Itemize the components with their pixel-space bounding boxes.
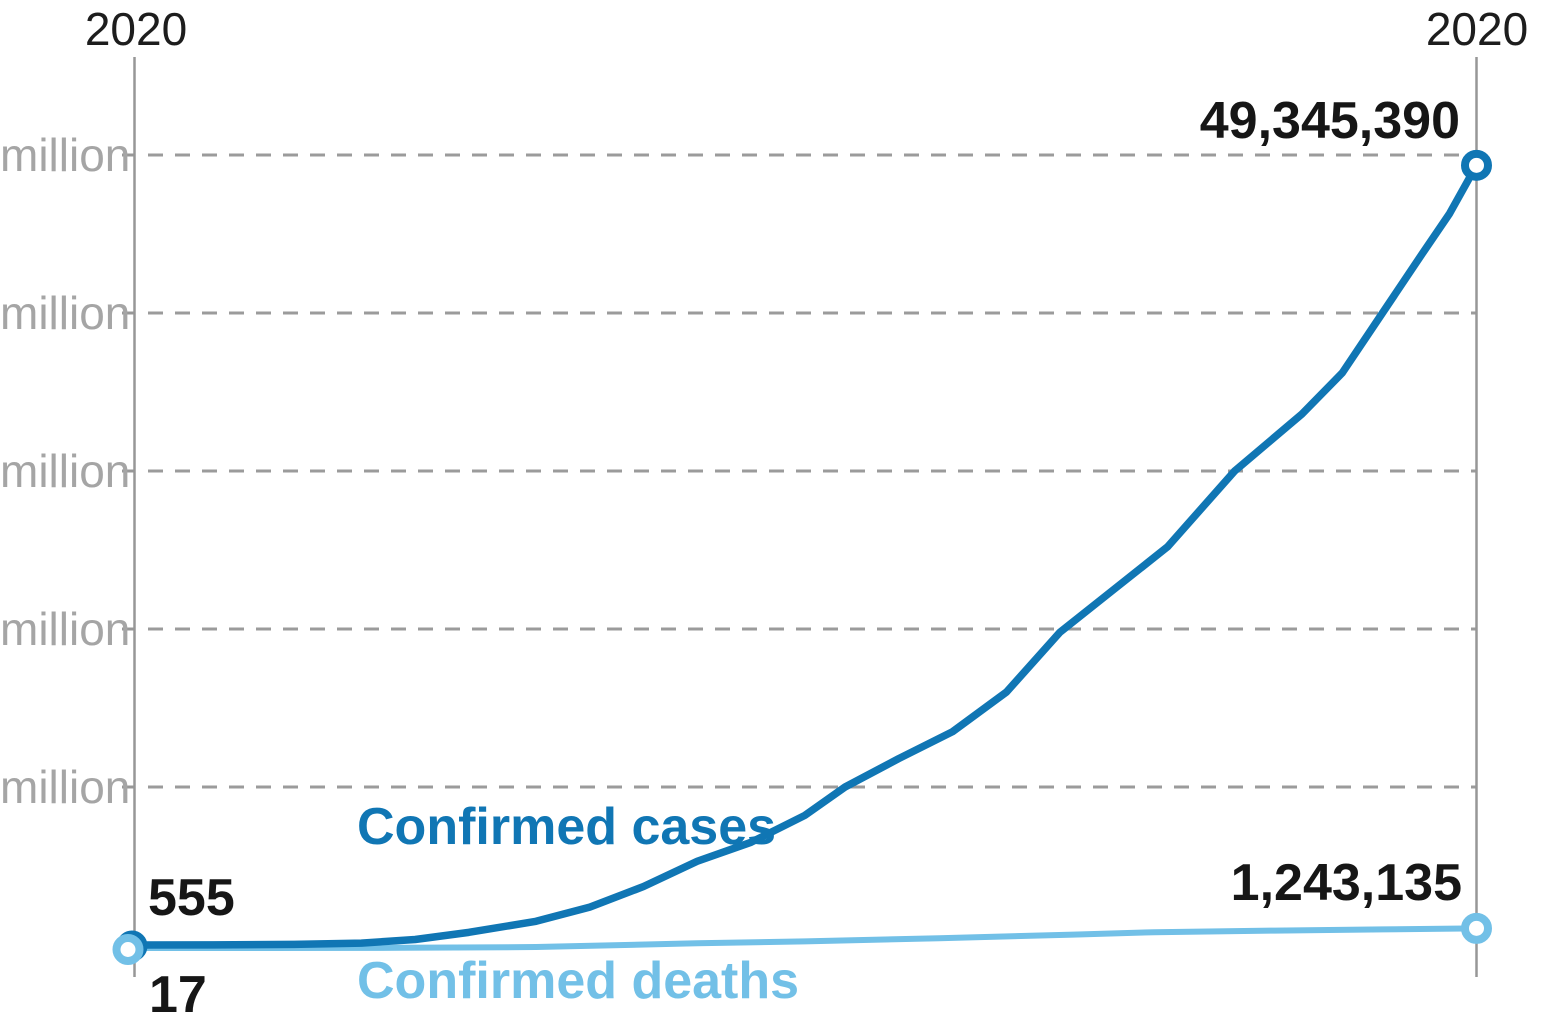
cases-end-marker	[1461, 149, 1492, 181]
y-tick-label-50-million: million	[0, 129, 131, 181]
confirmed-deaths-line	[132, 925, 1477, 951]
cases-start-value-label: 555	[148, 869, 235, 927]
deaths-end-marker	[1461, 912, 1492, 944]
deaths-series-label: Confirmed deaths	[357, 952, 800, 1010]
y-tick-label-40-million: million	[0, 287, 131, 339]
y-tick-label-30-million: million	[0, 445, 131, 497]
y-tick-label-10-million: million	[0, 761, 131, 813]
cases-end-value-label: 49,345,390	[1199, 92, 1460, 150]
y-tick-label-20-million: million	[0, 603, 131, 655]
deaths-end-value-label: 1,243,135	[1230, 854, 1462, 912]
deaths-start-marker	[112, 933, 144, 965]
confirmed-cases-line	[132, 163, 1480, 949]
x-axis-year-label-left: 2020	[84, 3, 188, 55]
deaths-start-value-label: 17	[149, 966, 207, 1024]
x-axis-year-label-right: 2020	[1425, 3, 1529, 55]
cases-series-label: Confirmed cases	[357, 798, 777, 856]
